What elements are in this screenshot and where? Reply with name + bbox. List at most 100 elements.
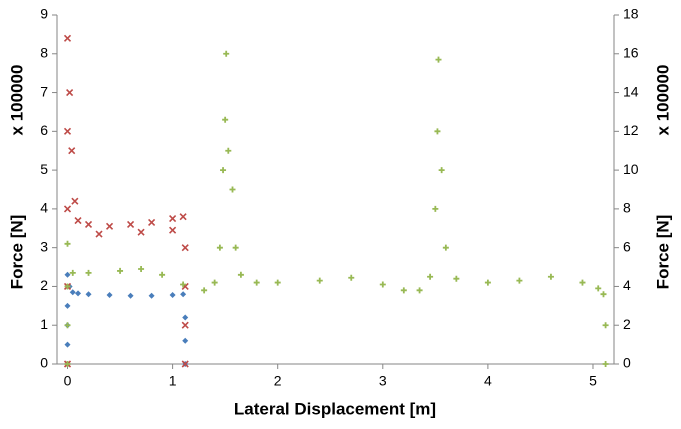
point — [117, 267, 124, 274]
point — [602, 361, 609, 367]
point — [74, 216, 82, 225]
x-tick-label: 3 — [379, 373, 387, 389]
point — [442, 244, 449, 251]
point — [75, 290, 82, 297]
point — [416, 287, 423, 294]
point — [169, 215, 177, 223]
point — [201, 287, 208, 294]
point — [63, 205, 72, 213]
point — [127, 220, 135, 228]
point — [435, 56, 442, 63]
point — [434, 128, 441, 135]
point — [69, 289, 76, 296]
point — [274, 279, 281, 286]
point — [225, 147, 232, 154]
point — [85, 269, 92, 276]
y-axis-label: Force [N] — [7, 215, 26, 290]
point — [223, 50, 230, 57]
point — [181, 244, 189, 252]
point — [106, 291, 113, 298]
point — [427, 273, 434, 280]
point — [232, 244, 239, 251]
y-tick-label: 3 — [40, 238, 48, 254]
point — [127, 292, 134, 299]
point — [84, 220, 93, 228]
y2-tick-label: 18 — [623, 6, 639, 22]
y-tick-label: 8 — [40, 44, 48, 60]
point — [220, 167, 227, 174]
y2-tick-label: 4 — [623, 277, 631, 293]
point — [595, 285, 602, 292]
y-tick-label: 2 — [40, 277, 48, 293]
y2-tick-label: 14 — [623, 83, 639, 99]
point — [85, 291, 92, 298]
y-axis-unit: x 100000 — [7, 65, 26, 136]
point — [69, 269, 76, 276]
point — [229, 186, 236, 193]
point — [600, 291, 607, 298]
x-tick-label: 5 — [589, 373, 597, 389]
x-tick-label: 1 — [169, 373, 177, 389]
point — [182, 337, 189, 344]
point — [64, 240, 71, 247]
point — [180, 281, 187, 288]
point — [180, 291, 187, 298]
point — [253, 279, 260, 286]
y-tick-label: 5 — [40, 161, 48, 177]
point — [137, 228, 145, 236]
point — [602, 322, 609, 329]
point — [64, 283, 71, 290]
point — [169, 226, 177, 234]
point — [148, 218, 156, 227]
point — [516, 277, 523, 284]
y2-tick-label: 6 — [623, 238, 631, 254]
point — [453, 275, 460, 282]
point — [484, 279, 491, 286]
y-tick-label: 7 — [40, 83, 48, 99]
point — [63, 34, 72, 42]
y2-tick-label: 12 — [623, 122, 639, 138]
y2-axis-unit: x 100000 — [653, 65, 672, 136]
point — [95, 230, 103, 238]
x-axis-label: Lateral Displacement [m] — [234, 399, 436, 418]
point — [64, 341, 71, 348]
point — [68, 147, 76, 155]
y2-tick-label: 0 — [623, 355, 631, 371]
y2-tick-label: 16 — [623, 44, 639, 60]
x-tick-label: 4 — [484, 373, 492, 389]
y-tick-label: 1 — [40, 316, 48, 332]
point — [379, 281, 386, 288]
point — [316, 277, 323, 284]
point — [64, 361, 71, 367]
point — [579, 279, 586, 286]
point — [182, 314, 189, 321]
point — [64, 322, 71, 329]
point — [432, 205, 439, 212]
y-tick-label: 4 — [40, 200, 48, 216]
point — [64, 302, 71, 309]
y2-axis-label: Force [N] — [653, 215, 672, 290]
point — [400, 287, 407, 294]
point — [216, 244, 223, 251]
point — [181, 321, 189, 329]
y-tick-label: 6 — [40, 122, 48, 138]
point — [179, 213, 187, 221]
point — [547, 273, 554, 280]
y-tick-label: 0 — [40, 355, 48, 371]
point — [222, 116, 229, 123]
point — [71, 197, 79, 205]
point — [66, 88, 74, 97]
x-tick-label: 2 — [274, 373, 282, 389]
point — [105, 222, 114, 230]
point — [181, 360, 189, 368]
y-tick-label: 9 — [40, 6, 48, 22]
point — [148, 292, 155, 299]
y2-tick-label: 2 — [623, 316, 631, 332]
point — [138, 265, 145, 272]
point — [64, 271, 71, 278]
x-tick-label: 0 — [64, 373, 72, 389]
point — [237, 271, 244, 278]
point — [211, 279, 218, 286]
point — [348, 274, 355, 281]
